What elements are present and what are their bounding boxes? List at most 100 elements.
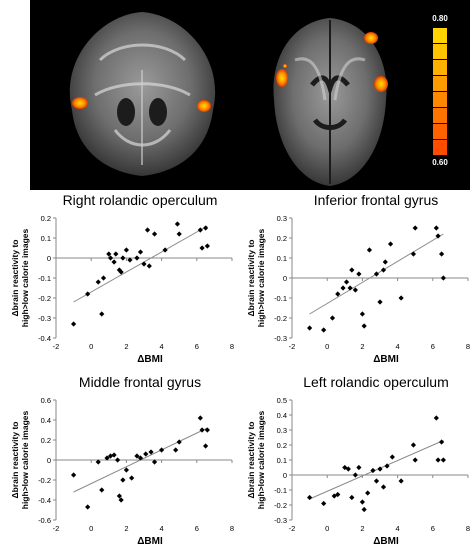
- chart-middle-frontal-gyrus: Middle frontal gyrus -0.6 -0.4 -0.2 0 0.2 0.4 0…: [0, 372, 236, 550]
- data-point: [203, 443, 209, 449]
- data-point: [146, 263, 152, 269]
- y-tick-label: 0.1: [277, 456, 287, 465]
- x-tick-label: 8: [466, 342, 470, 351]
- y-tick-label: 0.2: [277, 234, 287, 243]
- y-tick-label: 0.3: [277, 426, 287, 435]
- data-point: [111, 452, 117, 458]
- data-point: [329, 315, 336, 321]
- chart-inferior-frontal-gyrus: Inferior frontal gyrus -0.3 -0.2 -0.1 0 0.1 0.…: [236, 190, 472, 368]
- y-tick-label: -0.1: [38, 274, 51, 283]
- data-point: [71, 321, 77, 327]
- data-point: [335, 491, 341, 498]
- chart-title: Middle frontal gyrus: [78, 374, 202, 390]
- x-axis-label: ΔBMI: [137, 354, 163, 365]
- brain-images-panel: 0.80 0.60: [30, 0, 470, 190]
- y-tick-label: 0.1: [41, 234, 51, 243]
- x-tick-label: 2: [124, 342, 128, 351]
- data-point: [331, 493, 337, 499]
- y-tick-label: -0.6: [38, 516, 51, 525]
- x-tick-label: 4: [396, 342, 400, 351]
- activation-blob: [276, 69, 288, 87]
- x-tick-label: 0: [89, 524, 93, 533]
- data-point: [148, 449, 154, 455]
- data-point: [85, 504, 91, 510]
- y-axis-label: Δbrain reactivity tohigh>low calorie ima…: [10, 228, 30, 327]
- data-point: [199, 245, 205, 251]
- y-tick-label: 0.1: [277, 254, 287, 263]
- y-tick-label: -0.1: [274, 294, 287, 303]
- data-point: [174, 221, 181, 227]
- data-point: [307, 325, 313, 331]
- data-point: [85, 291, 91, 297]
- data-point: [343, 279, 350, 285]
- data-point: [118, 269, 124, 275]
- data-point: [440, 457, 446, 463]
- y-tick-label: 0.3: [277, 214, 287, 223]
- y-tick-label: -0.4: [38, 496, 51, 505]
- data-point: [151, 459, 158, 465]
- data-point: [373, 271, 380, 277]
- chart-right-rolandic-operculum: Right rolandic operculum -0.4 -0.3 -0.2 -0.1…: [0, 190, 236, 368]
- data-point: [382, 259, 388, 265]
- data-point: [111, 259, 117, 265]
- data-point: [99, 487, 105, 493]
- data-point: [365, 490, 371, 496]
- x-tick-label: -2: [53, 524, 60, 533]
- y-tick-label: 0.6: [41, 396, 51, 405]
- data-point: [352, 287, 358, 293]
- data-point: [349, 494, 355, 501]
- x-axis-label: ΔBMI: [137, 536, 163, 547]
- x-tick-label: 2: [124, 524, 128, 533]
- activation-blob: [374, 76, 388, 92]
- x-tick-label: 4: [396, 524, 400, 533]
- data-point: [359, 499, 365, 505]
- data-point: [412, 225, 418, 231]
- y-tick-label: -0.2: [38, 294, 51, 303]
- scatter-plot: -0.6 -0.4 -0.2 0 0.2 0.4 0.6 -2 0 2 4 6 8 ΔBMI Δbrain …: [10, 396, 234, 547]
- y-tick-label: -0.4: [38, 334, 51, 343]
- activation-blob: [283, 64, 287, 68]
- data-point: [176, 231, 182, 237]
- data-point: [440, 275, 446, 281]
- data-point: [197, 227, 203, 233]
- data-point: [120, 477, 126, 483]
- data-point: [321, 327, 327, 333]
- colorbar-max-label: 0.80: [432, 14, 448, 23]
- data-point: [356, 464, 362, 471]
- data-point: [173, 447, 179, 453]
- data-point: [410, 442, 417, 448]
- data-point: [95, 459, 101, 465]
- activation-blob: [197, 100, 211, 112]
- data-point: [144, 227, 151, 233]
- data-point: [356, 271, 362, 277]
- colorbar-swatch: [433, 44, 447, 59]
- scatter-plot: -0.3 -0.2 -0.1 0 0.1 0.2 0.3 -2 0 2 4 6 8 ΔBMI Δbrain …: [246, 214, 470, 365]
- x-tick-label: 4: [160, 524, 164, 533]
- y-tick-label: 0.2: [277, 441, 287, 450]
- y-tick-label: 0: [47, 456, 51, 465]
- x-tick-label: 8: [230, 342, 234, 351]
- data-point: [433, 415, 439, 421]
- data-point: [120, 255, 126, 261]
- data-point: [380, 484, 387, 490]
- data-point: [151, 231, 158, 237]
- y-tick-label: 0.2: [41, 214, 51, 223]
- data-point: [113, 251, 119, 257]
- y-tick-label: 0.4: [277, 411, 287, 420]
- data-point: [361, 323, 367, 329]
- x-tick-label: 6: [195, 524, 199, 533]
- data-point: [370, 467, 376, 474]
- scatter-plot: -0.3 -0.2 -0.1 0 0.1 0.2 0.3 0.4 0.5 -2 0 2 4 6 8 ΔBMI Δ…: [246, 396, 470, 547]
- data-point: [361, 506, 367, 513]
- data-point: [307, 494, 313, 501]
- x-tick-label: 6: [195, 342, 199, 351]
- x-tick-label: 2: [360, 524, 364, 533]
- data-point: [107, 453, 114, 459]
- data-point: [340, 285, 346, 291]
- data-point: [204, 243, 210, 249]
- colorbar-swatch: [433, 60, 447, 75]
- data-point: [118, 497, 124, 503]
- data-point: [412, 457, 418, 463]
- data-point: [123, 247, 129, 253]
- data-point: [359, 311, 365, 317]
